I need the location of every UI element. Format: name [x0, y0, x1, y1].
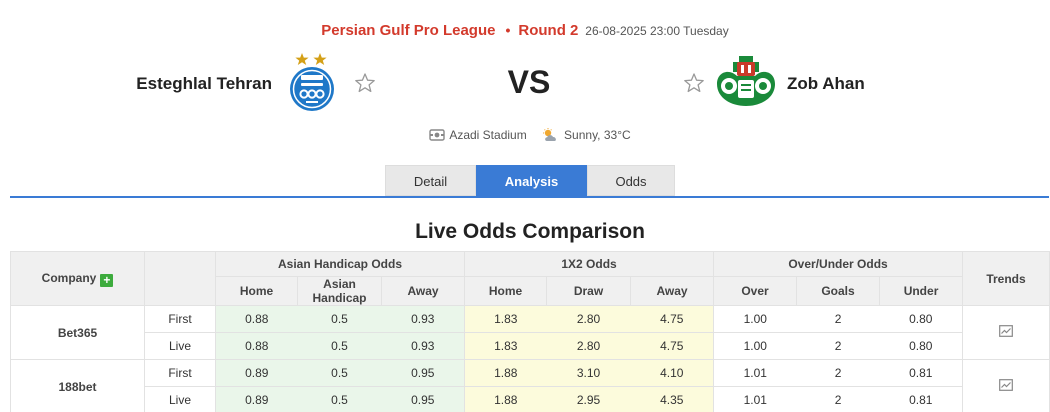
table-row[interactable]: Bet365 First 0.88 0.5 0.93 1.83 2.80 4.7…: [10, 305, 1050, 360]
favorite-away-star-icon[interactable]: [683, 72, 705, 94]
ou-over-odds: 1.01: [713, 359, 797, 387]
stadium-icon: [429, 129, 446, 141]
company-name[interactable]: Bet365: [10, 305, 145, 360]
asian-home-odds: 0.88: [215, 332, 298, 360]
x12-away-odds: 4.75: [630, 332, 714, 360]
company-header: Company +: [10, 251, 145, 306]
x12-away-odds: 4.10: [630, 359, 714, 387]
ou-under-odds: 0.80: [879, 332, 963, 360]
x12-home-odds: 1.83: [464, 305, 547, 333]
asian-handicap-value: 0.5: [297, 305, 382, 333]
ou-under-subheader: Under: [879, 276, 964, 306]
x12-draw-odds: 3.10: [546, 359, 631, 387]
section-title: Live Odds Comparison: [415, 220, 645, 243]
trend-chart-icon[interactable]: [999, 325, 1013, 337]
x12-home-odds: 1.83: [464, 332, 547, 360]
x12-draw-odds: 2.80: [546, 332, 631, 360]
x12-home-odds: 1.88: [464, 359, 547, 387]
x12-away-odds: 4.35: [630, 386, 714, 412]
asian-handicap-value: 0.5: [297, 386, 382, 412]
stage-label: Live: [144, 386, 216, 412]
tab-odds[interactable]: Odds: [587, 165, 675, 196]
partly-sunny-icon: [543, 128, 556, 141]
asian-home-odds: 0.89: [215, 359, 298, 387]
asian-home-odds: 0.89: [215, 386, 298, 412]
x12-away-odds: 4.75: [630, 305, 714, 333]
ou-under-odds: 0.81: [879, 359, 963, 387]
x12-draw-subheader: Draw: [546, 276, 632, 306]
tab-analysis[interactable]: Analysis: [476, 165, 587, 196]
1x2-header: 1X2 Odds: [464, 251, 715, 277]
ou-over-odds: 1.00: [713, 332, 797, 360]
asian-away-odds: 0.93: [381, 332, 465, 360]
ou-goals-subheader: Goals: [796, 276, 881, 306]
ou-goals-value: 2: [796, 305, 880, 333]
away-team-logo[interactable]: [713, 54, 779, 112]
table-row[interactable]: Live 0.89 0.5 0.95 1.88 2.95 4.35 1.01 2…: [11, 386, 1050, 412]
stage-header: [144, 251, 216, 306]
asian-home-subheader: Home: [215, 276, 298, 306]
weather-text: Sunny, 33°C: [564, 128, 631, 142]
league-name[interactable]: Persian Gulf Pro League: [321, 22, 496, 39]
company-name[interactable]: 188bet: [10, 359, 145, 412]
ou-over-odds: 1.00: [713, 305, 797, 333]
away-team-name[interactable]: Zob Ahan: [787, 74, 865, 93]
asian-handicap-subheader: Asian Handicap: [297, 276, 382, 306]
x12-away-subheader: Away: [630, 276, 715, 306]
table-row[interactable]: Live 0.88 0.5 0.93 1.83 2.80 4.75 1.00 2…: [11, 332, 1050, 360]
ou-goals-value: 2: [796, 332, 880, 360]
separator-dot: •: [505, 22, 511, 38]
over-under-header: Over/Under Odds: [713, 251, 964, 277]
favorite-home-star-icon[interactable]: [354, 72, 376, 94]
match-tabs: Detail Analysis Odds: [385, 165, 675, 196]
ou-over-subheader: Over: [713, 276, 798, 306]
home-team-name[interactable]: Esteghlal Tehran: [136, 74, 272, 93]
trends-cell: [962, 359, 1050, 412]
vs-label: VS: [507, 64, 551, 100]
venue-name: Azadi Stadium: [449, 128, 527, 142]
match-datetime: 26-08-2025 23:00 Tuesday: [585, 24, 729, 38]
ou-goals-value: 2: [796, 359, 880, 387]
stage-label: First: [144, 305, 216, 333]
trends-header: Trends: [962, 251, 1050, 306]
tab-detail[interactable]: Detail: [385, 165, 476, 196]
x12-home-odds: 1.88: [464, 386, 547, 412]
ou-goals-value: 2: [796, 386, 880, 412]
table-row[interactable]: 188bet First 0.89 0.5 0.95 1.88 3.10 4.1…: [10, 359, 1050, 412]
asian-handicap-value: 0.5: [297, 332, 382, 360]
home-team-logo[interactable]: [288, 52, 338, 112]
x12-draw-odds: 2.95: [546, 386, 631, 412]
stage-label: Live: [144, 332, 216, 360]
asian-away-subheader: Away: [380, 276, 466, 306]
asian-away-odds: 0.95: [381, 386, 465, 412]
asian-handicap-value: 0.5: [297, 359, 382, 387]
odds-comparison-table: Company + Asian Handicap Odds 1X2 Odds Ov…: [10, 251, 1050, 412]
asian-away-odds: 0.95: [381, 359, 465, 387]
table-header-row: Company + Asian Handicap Odds 1X2 Odds Ov…: [10, 251, 1050, 306]
plus-icon[interactable]: +: [100, 273, 114, 287]
round-label: Round 2: [518, 22, 579, 39]
match-header: Persian Gulf Pro League • Round 2 26-08-20…: [0, 0, 1050, 198]
x12-draw-odds: 2.80: [546, 305, 631, 333]
x12-home-subheader: Home: [464, 276, 548, 306]
ou-over-odds: 1.01: [713, 386, 797, 412]
asian-handicap-header: Asian Handicap Odds: [214, 251, 466, 277]
asian-home-odds: 0.88: [215, 305, 298, 333]
stage-label: First: [144, 359, 216, 387]
tab-divider: [10, 196, 1049, 198]
ou-under-odds: 0.80: [879, 305, 963, 333]
match-info-line: Persian Gulf Pro League • Round 2 26-08-20…: [0, 22, 1050, 39]
venue: Azadi Stadium: [429, 128, 527, 142]
asian-away-odds: 0.93: [381, 305, 465, 333]
ou-under-odds: 0.81: [879, 386, 963, 412]
trend-chart-icon[interactable]: [999, 379, 1013, 391]
weather: Sunny, 33°C: [542, 128, 631, 142]
venue-weather-line: Azadi Stadium Sunny, 33°C: [0, 128, 1050, 145]
trends-cell: [962, 305, 1050, 360]
